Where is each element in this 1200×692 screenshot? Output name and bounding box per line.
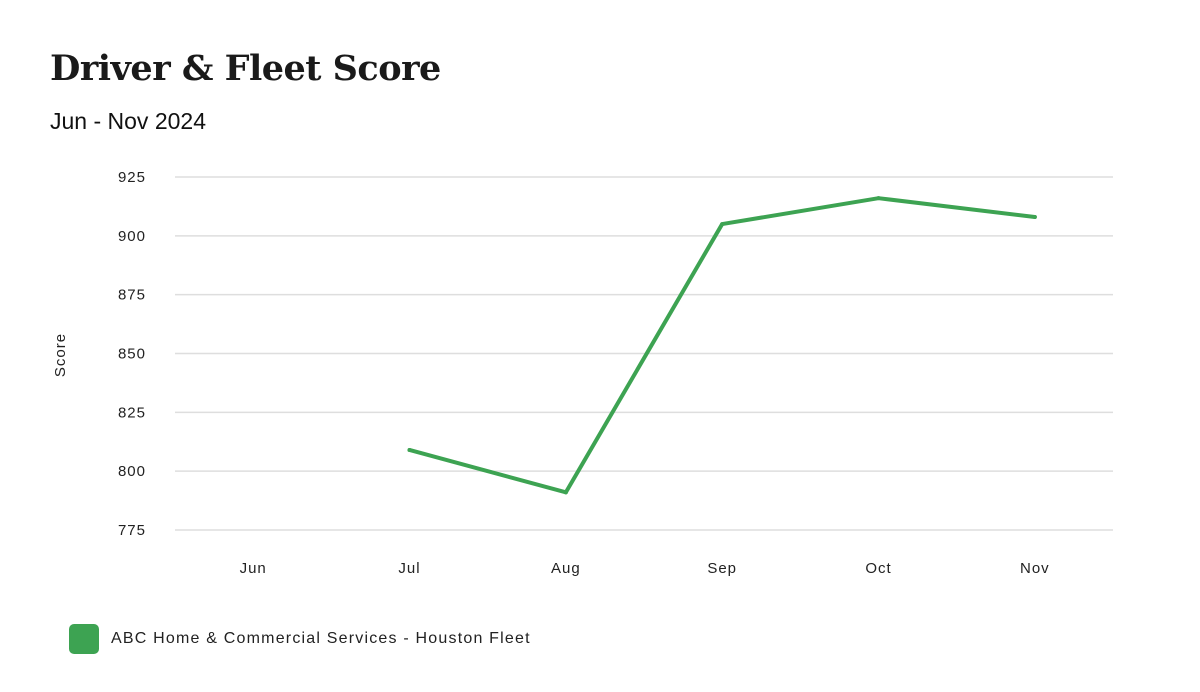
y-tick-label: 800 xyxy=(118,463,146,480)
x-axis-ticks: Jun Jul Aug Sep Oct Nov xyxy=(240,560,1050,577)
y-axis-title: Score xyxy=(52,333,69,377)
y-tick-label: 875 xyxy=(118,287,146,304)
x-tick-label: Aug xyxy=(551,560,581,577)
data-point xyxy=(563,490,568,495)
x-tick-label: Jul xyxy=(398,560,420,577)
legend-swatch xyxy=(69,624,99,654)
x-tick-label: Nov xyxy=(1020,560,1050,577)
y-tick-label: 925 xyxy=(118,169,146,186)
y-tick-label: 825 xyxy=(118,404,146,421)
chart-subtitle: Jun - Nov 2024 xyxy=(50,108,206,134)
data-point xyxy=(1032,215,1037,220)
data-point xyxy=(720,222,725,227)
line-chart: 925 900 875 850 825 800 775 Jun Jul Aug Sep Oct Nov… xyxy=(52,169,1113,577)
x-tick-label: Oct xyxy=(865,560,891,577)
x-tick-label: Sep xyxy=(707,560,737,577)
y-tick-label: 775 xyxy=(118,522,146,539)
x-tick-label: Jun xyxy=(240,560,267,577)
data-point xyxy=(876,196,881,201)
legend-label: ABC Home & Commercial Services - Houston… xyxy=(111,630,531,647)
y-tick-label: 850 xyxy=(118,346,146,363)
legend: ABC Home & Commercial Services - Houston… xyxy=(69,624,531,654)
series-line xyxy=(407,196,1037,495)
y-tick-label: 900 xyxy=(118,228,146,245)
data-point xyxy=(407,447,412,452)
chart-title: Driver & Fleet Score xyxy=(50,48,441,89)
series-lines xyxy=(407,196,1037,495)
gridlines xyxy=(175,176,1113,531)
y-axis-ticks: 925 900 875 850 825 800 775 xyxy=(118,169,146,539)
